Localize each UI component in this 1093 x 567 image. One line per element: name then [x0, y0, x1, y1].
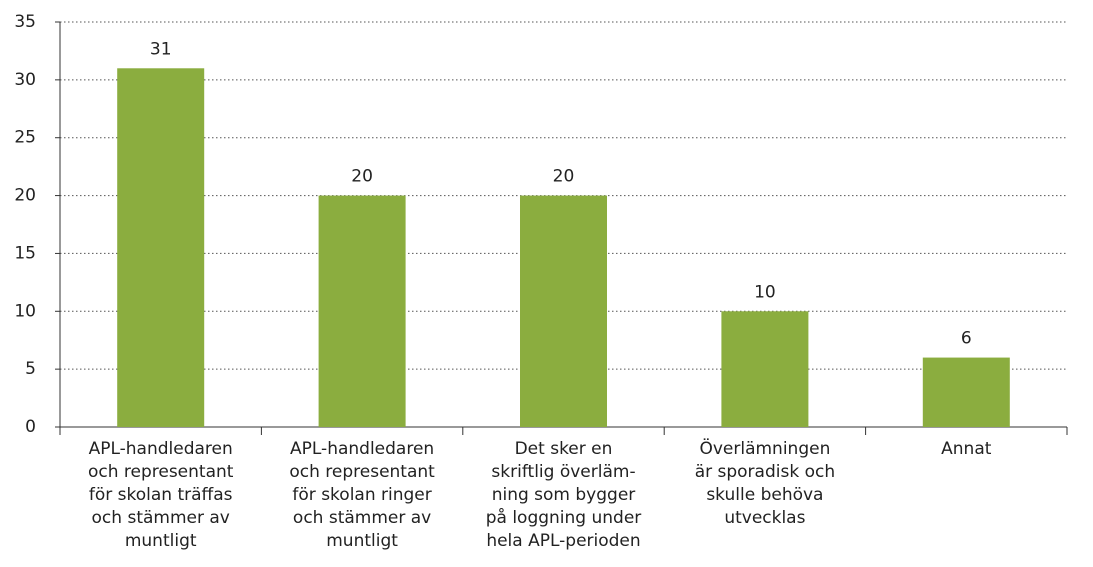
y-tick-label: 25: [14, 128, 36, 148]
data-label: 20: [553, 167, 575, 187]
data-label: 10: [754, 282, 776, 302]
y-tick-label: 35: [14, 12, 36, 32]
y-tick-label: 5: [25, 359, 36, 379]
bar: [117, 68, 205, 428]
data-label: 20: [351, 167, 373, 187]
x-tick-label: Annat: [941, 439, 992, 459]
x-tick-label: APL-handledaren och representant för skola…: [88, 439, 234, 551]
y-tick-label: 30: [14, 70, 36, 90]
bar: [520, 195, 607, 427]
x-tick-label: Det sker en skriftlig överläm-ning som by…: [486, 439, 642, 551]
y-tick-label: 10: [14, 301, 36, 321]
y-tick-label: 20: [14, 186, 36, 206]
bar: [721, 311, 809, 427]
data-label: 31: [150, 39, 172, 59]
y-tick-label: 15: [14, 243, 36, 263]
y-tick-label: 0: [25, 417, 36, 437]
x-tick-label: Överlämningen är sporadisk och skulle behö…: [695, 437, 835, 528]
bar: [318, 195, 406, 427]
data-label: 6: [961, 329, 972, 349]
x-tick-label: APL-handledaren och representant för skola…: [289, 439, 435, 551]
bar: [922, 357, 1010, 427]
